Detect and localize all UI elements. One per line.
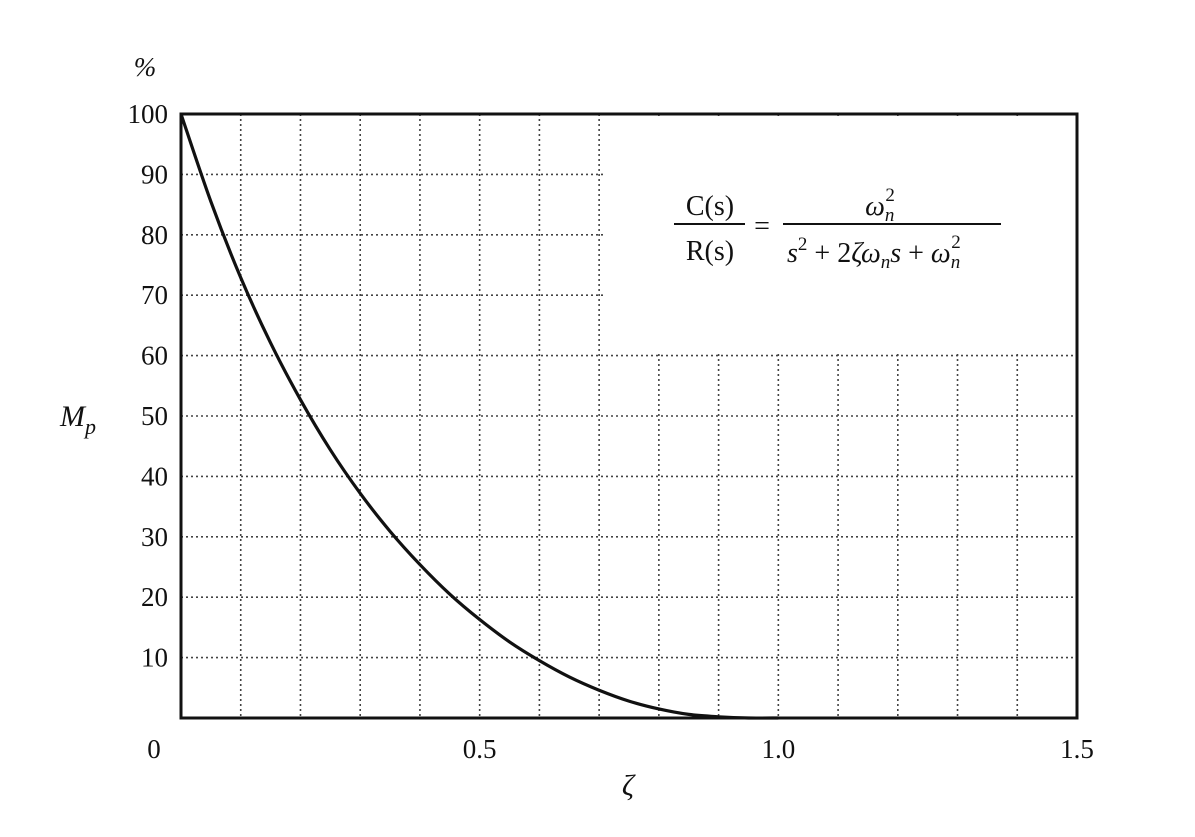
y-axis-title-sub: p	[83, 414, 96, 439]
rhs-denominator: s2 + 2ζωns + ωn2	[787, 232, 961, 273]
y-unit-label: %	[134, 52, 157, 82]
y-tick-label: 90	[141, 159, 168, 189]
annotation-background	[604, 116, 1076, 353]
y-axis-title-main: M	[59, 400, 87, 433]
rhs-numerator: ωn2	[865, 185, 895, 226]
transfer-function-annotation: C(s) R(s) = ωn2 s2 + 2ζωns + ωn2	[674, 185, 1001, 273]
lhs-denominator: R(s)	[686, 236, 734, 267]
y-tick-label: 100	[128, 99, 169, 129]
y-tick-label: 50	[141, 401, 168, 431]
y-tick-labels: 10 20 30 40 50 60 70 80 90 100	[128, 99, 169, 673]
x-tick-label: 0.5	[463, 734, 497, 764]
y-tick-label: 10	[141, 643, 168, 673]
lhs-numerator: C(s)	[686, 191, 734, 222]
y-tick-label: 40	[141, 461, 168, 491]
plot-frame	[179, 112, 1079, 720]
x-tick-label: 1.5	[1060, 734, 1094, 764]
y-tick-label: 30	[141, 522, 168, 552]
x-tick-label: 0	[147, 734, 161, 764]
x-tick-label: 1.0	[761, 734, 795, 764]
y-tick-label: 20	[141, 582, 168, 612]
y-tick-label: 80	[141, 220, 168, 250]
y-tick-label: 60	[141, 341, 168, 371]
series-line	[179, 113, 779, 720]
x-axis-title: ζ	[622, 769, 636, 802]
y-axis-title: Mp	[59, 400, 96, 439]
equals-sign: =	[754, 211, 770, 242]
y-tick-label: 70	[141, 280, 168, 310]
x-tick-labels: 0 0.5 1.0 1.5	[147, 734, 1094, 764]
